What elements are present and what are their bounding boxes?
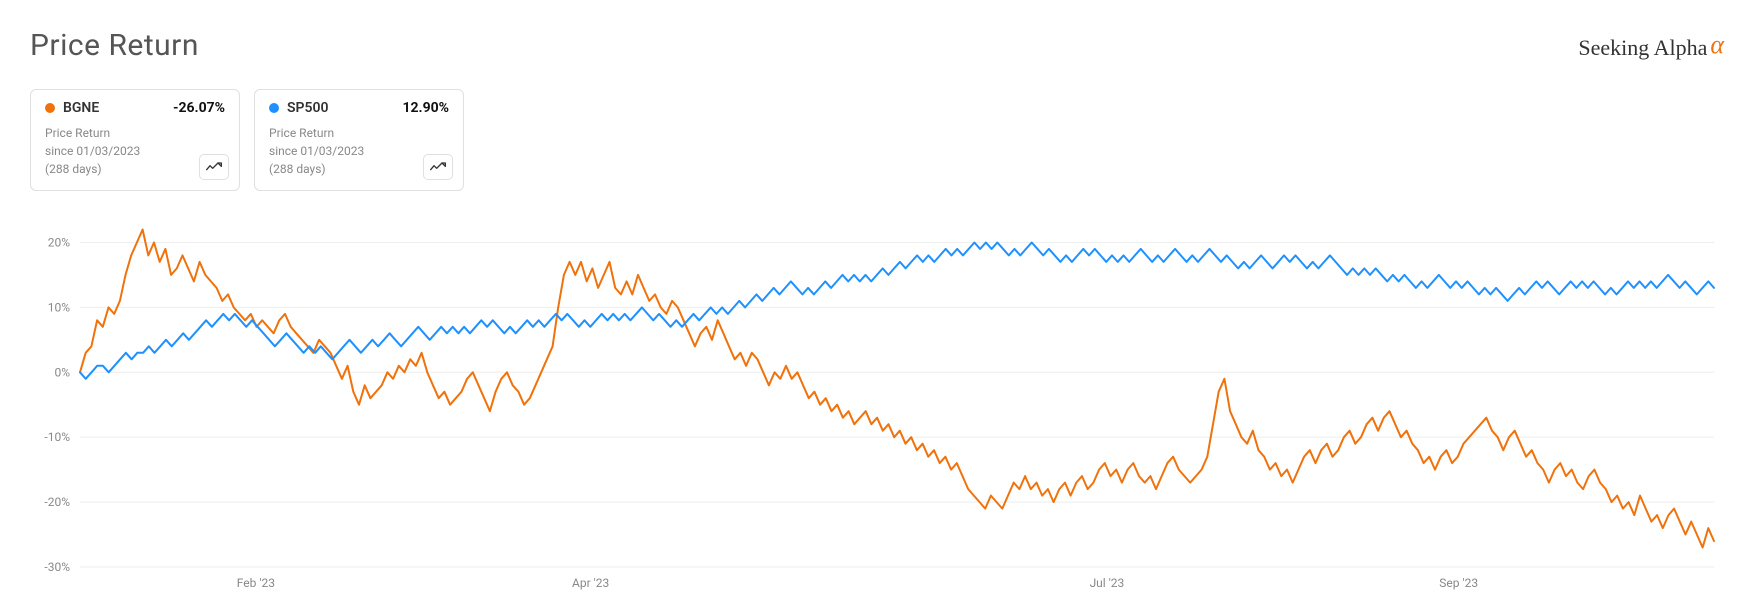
brand-text: Seeking Alpha	[1578, 35, 1707, 61]
legend-metric: Price Return	[269, 124, 449, 142]
legend-since: since 01/03/2023	[45, 142, 225, 160]
svg-text:Sep '23: Sep '23	[1439, 576, 1478, 590]
legend-card-sp500[interactable]: SP500 12.90% Price Return since 01/03/20…	[254, 89, 464, 191]
trend-icon	[206, 161, 222, 173]
svg-text:0%: 0%	[54, 365, 70, 379]
ticker-label: SP500	[287, 100, 329, 116]
legend-row: BGNE -26.07% Price Return since 01/03/20…	[30, 89, 1724, 191]
legend-metric: Price Return	[45, 124, 225, 142]
svg-text:10%: 10%	[48, 300, 70, 314]
svg-text:-20%: -20%	[44, 495, 70, 509]
price-return-panel: Price Return Seeking Alpha α BGNE -26.07…	[0, 0, 1754, 607]
svg-text:20%: 20%	[48, 235, 70, 249]
series-dot-bgne	[45, 103, 55, 113]
brand-logo: Seeking Alpha α	[1578, 32, 1724, 62]
legend-top: BGNE -26.07%	[45, 100, 225, 116]
legend-since: since 01/03/2023	[269, 142, 449, 160]
trend-expand-button[interactable]	[423, 154, 453, 180]
legend-top: SP500 12.90%	[269, 100, 449, 116]
svg-text:-30%: -30%	[44, 560, 70, 574]
header-row: Price Return Seeking Alpha α	[30, 28, 1724, 63]
chart-area[interactable]: -30% -20% -10% 0% 10% 20% Feb '23 Apr '23 Jul '2…	[30, 200, 1724, 597]
legend-subtitle: Price Return since 01/03/2023 (288 days)	[45, 124, 225, 178]
svg-text:-10%: -10%	[44, 430, 70, 444]
return-value: 12.90%	[402, 100, 449, 116]
return-value: -26.07%	[173, 100, 225, 116]
legend-days: (288 days)	[45, 160, 225, 178]
legend-card-bgne[interactable]: BGNE -26.07% Price Return since 01/03/20…	[30, 89, 240, 191]
line-chart: -30% -20% -10% 0% 10% 20% Feb '23 Apr '23 Jul '2…	[30, 200, 1724, 597]
brand-alpha-icon: α	[1710, 30, 1724, 60]
svg-text:Feb '23: Feb '23	[237, 576, 275, 590]
series-dot-sp500	[269, 103, 279, 113]
ticker-label: BGNE	[63, 100, 99, 116]
svg-text:Apr '23: Apr '23	[572, 576, 609, 590]
trend-icon	[430, 161, 446, 173]
legend-left: SP500	[269, 100, 329, 116]
legend-left: BGNE	[45, 100, 99, 116]
legend-days: (288 days)	[269, 160, 449, 178]
svg-text:Jul '23: Jul '23	[1090, 576, 1125, 590]
trend-expand-button[interactable]	[199, 154, 229, 180]
page-title: Price Return	[30, 28, 199, 63]
legend-subtitle: Price Return since 01/03/2023 (288 days)	[269, 124, 449, 178]
